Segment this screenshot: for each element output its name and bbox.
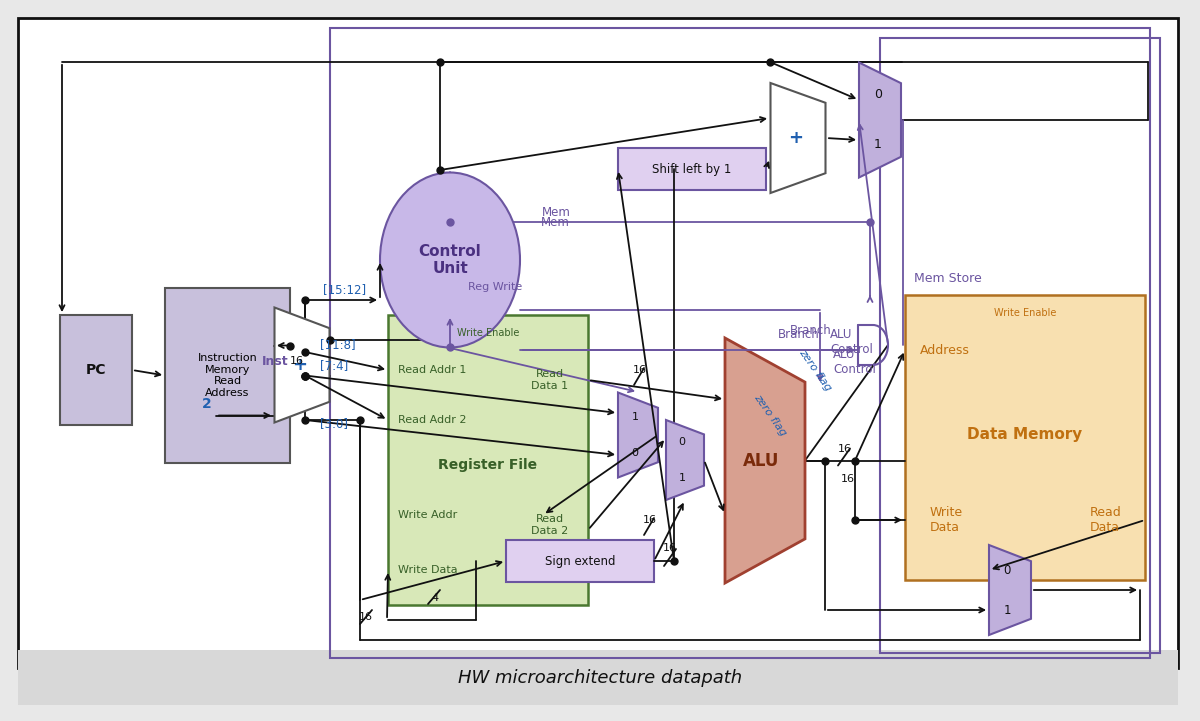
Text: Write Enable: Write Enable <box>994 308 1056 318</box>
Bar <box>330 28 1150 658</box>
Text: 16: 16 <box>290 356 304 366</box>
Bar <box>60 315 132 425</box>
Text: Read
Data 1: Read Data 1 <box>532 369 569 391</box>
Text: Data Memory: Data Memory <box>967 428 1082 443</box>
Text: 4: 4 <box>432 593 438 603</box>
Bar <box>166 288 290 463</box>
Ellipse shape <box>380 172 520 348</box>
Text: 0: 0 <box>1003 564 1010 577</box>
Text: Control
Unit: Control Unit <box>419 244 481 276</box>
Text: 16: 16 <box>841 474 854 484</box>
Text: Register File: Register File <box>438 458 538 472</box>
Polygon shape <box>770 83 826 193</box>
Text: Read
Data: Read Data <box>1090 506 1122 534</box>
Bar <box>506 540 654 582</box>
Text: 0: 0 <box>631 448 638 458</box>
Text: Branch: Branch <box>791 324 832 337</box>
Text: ALU: ALU <box>743 451 779 469</box>
Bar <box>905 295 1145 580</box>
Text: 1: 1 <box>631 412 638 422</box>
Polygon shape <box>859 63 901 177</box>
Text: Write Enable: Write Enable <box>457 328 520 338</box>
Polygon shape <box>725 338 805 583</box>
Text: Branch: Branch <box>779 329 820 342</box>
Text: 1: 1 <box>678 473 685 483</box>
Text: [15:12]: [15:12] <box>323 283 366 296</box>
Text: [11:8]: [11:8] <box>320 338 355 352</box>
Text: zero flag: zero flag <box>752 392 788 438</box>
Text: +: + <box>293 356 307 374</box>
Text: zero flag: zero flag <box>797 348 833 393</box>
Text: [3:0]: [3:0] <box>320 417 348 430</box>
Text: HW microarchitecture datapath: HW microarchitecture datapath <box>458 669 742 687</box>
Text: Reg Write: Reg Write <box>468 282 522 292</box>
Text: 0: 0 <box>678 437 685 447</box>
Text: Write
Data: Write Data <box>930 506 964 534</box>
Text: Write Addr: Write Addr <box>398 510 457 520</box>
Text: Write Data: Write Data <box>398 565 457 575</box>
Bar <box>18 650 1178 705</box>
Text: Read Addr 1: Read Addr 1 <box>398 365 467 375</box>
Text: ALU
Control: ALU Control <box>833 348 876 376</box>
Text: 16: 16 <box>634 365 647 375</box>
Text: Read
Data 2: Read Data 2 <box>532 514 569 536</box>
Text: Mem: Mem <box>540 216 570 229</box>
Text: 16: 16 <box>838 443 852 454</box>
Polygon shape <box>666 420 704 500</box>
Text: 1: 1 <box>874 138 882 151</box>
Text: Sign extend: Sign extend <box>545 554 616 567</box>
Text: PC: PC <box>85 363 107 377</box>
Polygon shape <box>989 545 1031 635</box>
Bar <box>618 148 766 190</box>
Text: 1: 1 <box>1003 603 1010 616</box>
Text: Mem Store: Mem Store <box>914 272 982 285</box>
Text: Instruction
Memory
Read
Address: Instruction Memory Read Address <box>198 353 257 398</box>
Text: Read Addr 2: Read Addr 2 <box>398 415 467 425</box>
Text: Shift left by 1: Shift left by 1 <box>653 162 732 175</box>
Polygon shape <box>618 392 658 477</box>
Bar <box>880 38 1160 653</box>
Text: 2: 2 <box>203 397 212 410</box>
Polygon shape <box>275 307 330 423</box>
Bar <box>388 315 588 605</box>
Text: 16: 16 <box>643 515 658 525</box>
Text: Mem: Mem <box>541 205 570 218</box>
Text: Inst: Inst <box>262 355 288 368</box>
Text: [7:4]: [7:4] <box>320 359 348 372</box>
Text: 16: 16 <box>662 543 677 553</box>
Text: +: + <box>788 129 804 147</box>
Text: Address: Address <box>920 343 970 356</box>
Text: 16: 16 <box>359 612 373 622</box>
Text: ALU
Control: ALU Control <box>830 328 872 356</box>
Text: 0: 0 <box>874 89 882 102</box>
